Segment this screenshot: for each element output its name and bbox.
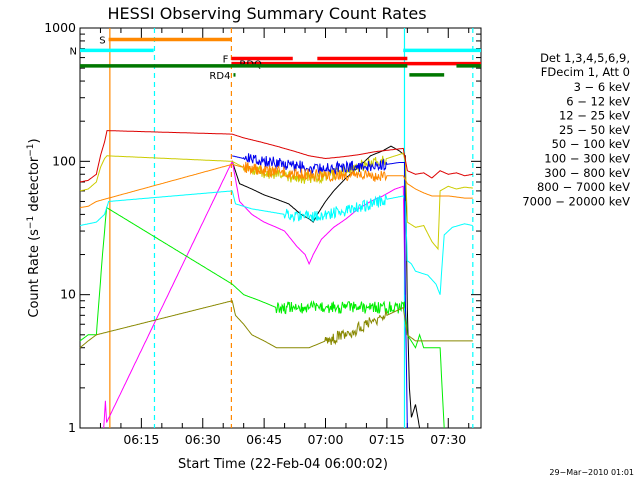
- x-axis-label: Start Time (22-Feb-04 06:00:02): [178, 457, 388, 472]
- legend-header-line2: FDecim 1, Att 0: [541, 65, 630, 79]
- flag-label: RD4: [209, 71, 230, 82]
- flag-label: N: [70, 46, 77, 57]
- x-tick-label: 07:00: [307, 432, 343, 447]
- series-line: [79, 190, 473, 295]
- legend-entry: 100 − 300 keV: [544, 152, 630, 166]
- legend-entry: 6 − 12 keV: [566, 94, 630, 108]
- legend-entry: 50 − 100 keV: [552, 137, 631, 151]
- legend-entry: 25 − 50 keV: [559, 123, 630, 137]
- y-label-mid: detector: [27, 156, 42, 216]
- series-line: [79, 161, 473, 209]
- legend-entry: 800 − 7000 keV: [537, 180, 630, 194]
- series-line: [79, 206, 445, 429]
- legend-entry: 7000 − 20000 keV: [522, 194, 630, 208]
- footer-timestamp: 29−Mar−2010 01:01: [549, 468, 634, 477]
- x-tick-label: 06:45: [246, 432, 282, 447]
- series-line: [79, 130, 473, 183]
- legend-entry: 300 − 800 keV: [544, 166, 630, 180]
- x-tick-label: 06:30: [185, 432, 221, 447]
- flag-label: F: [223, 55, 229, 66]
- plot-frame: [79, 27, 482, 429]
- y-tick-label: 1: [68, 420, 76, 435]
- legend-entry: 12 − 25 keV: [559, 109, 630, 123]
- flag-label: S: [99, 35, 105, 46]
- legend-entry: 3 − 6 keV: [574, 80, 631, 94]
- y-axis-label: Count Rate (s−1 detector−1): [26, 138, 42, 317]
- series-line: [231, 145, 421, 429]
- x-tick-label: 06:15: [123, 432, 159, 447]
- y-tick-label: 100: [52, 153, 76, 168]
- legend-header-line1: Det 1,3,4,5,6,9,: [540, 51, 630, 65]
- chart-title: HESSI Observing Summary Count Rates: [107, 4, 426, 23]
- plot-layer: 1 10 100 1000 06:15 06:30 06:45 07:00 07:15 07:30…: [44, 20, 482, 447]
- y-label-exp1: −1: [26, 216, 36, 229]
- series-line: [232, 153, 408, 429]
- y-label-end: ): [27, 138, 42, 143]
- y-label-exp2: −1: [26, 143, 36, 156]
- y-tick-label: 10: [60, 287, 76, 302]
- y-tick-label: 1000: [44, 20, 76, 35]
- x-tick-label: 07:15: [369, 432, 405, 447]
- series-line: [79, 152, 473, 251]
- series-line: [79, 300, 473, 349]
- y-label-main: Count Rate (s: [27, 229, 42, 318]
- x-tick-label: 07:30: [430, 432, 466, 447]
- series-line: [103, 159, 406, 429]
